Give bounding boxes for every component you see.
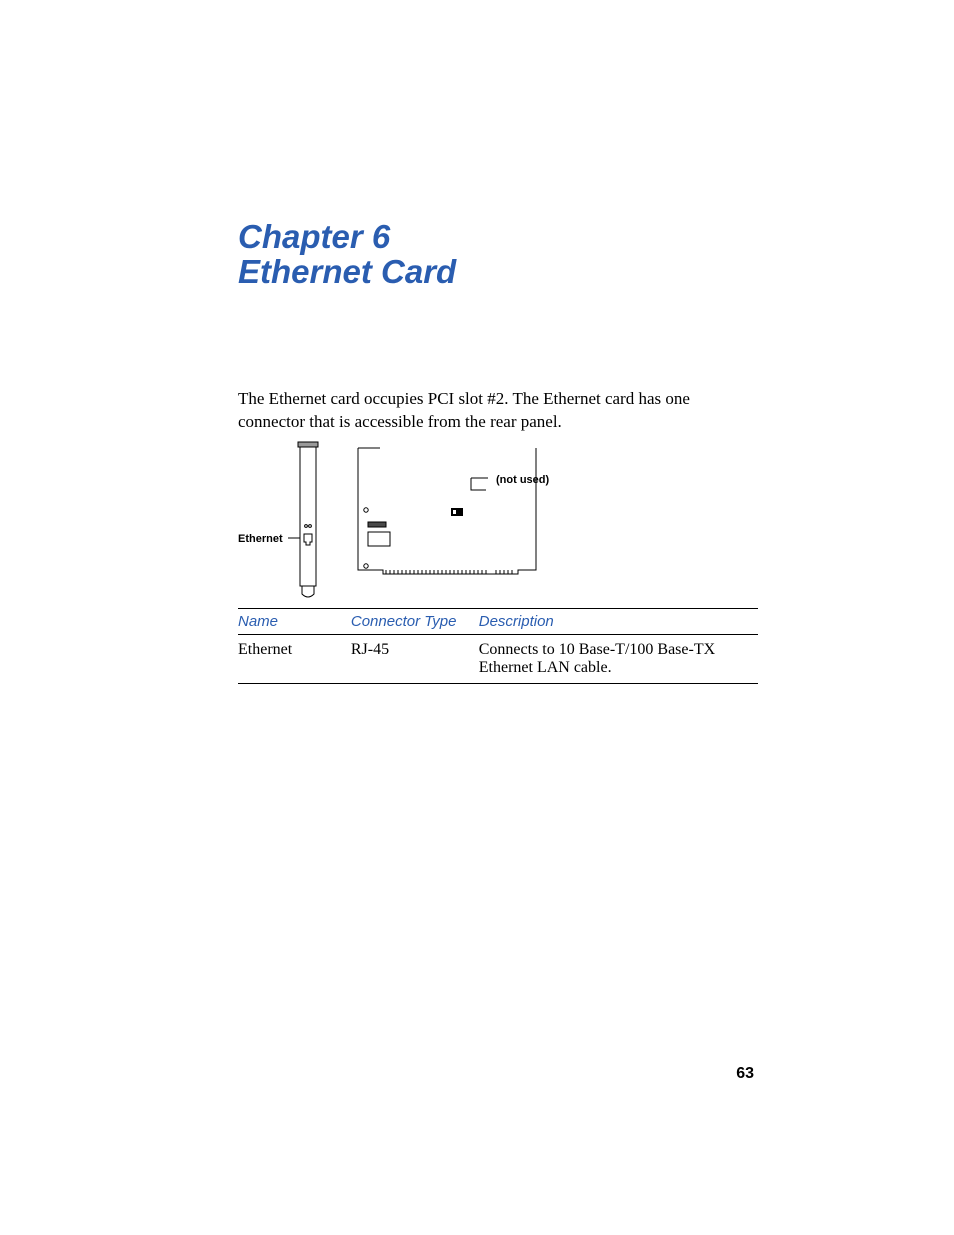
cell-name: Ethernet <box>238 635 351 684</box>
table-row: Ethernet RJ-45 Connects to 10 Base-T/100… <box>238 635 758 684</box>
cell-description: Connects to 10 Base-T/100 Base-TX Ethern… <box>479 635 758 684</box>
document-page: Chapter 6 Ethernet Card The Ethernet car… <box>0 0 954 1235</box>
chapter-title-line: Ethernet Card <box>238 255 456 290</box>
col-header-connector-type: Connector Type <box>351 609 479 635</box>
ethernet-card-figure: Ethernet (not used) <box>238 440 758 600</box>
connector-table: Name Connector Type Description Ethernet… <box>238 608 758 684</box>
chapter-number-line: Chapter 6 <box>238 220 456 255</box>
intro-paragraph: The Ethernet card occupies PCI slot #2. … <box>238 388 758 434</box>
ethernet-port-label: Ethernet <box>238 533 283 545</box>
ethernet-card-diagram-icon <box>238 440 758 600</box>
chapter-heading: Chapter 6 Ethernet Card <box>238 220 456 289</box>
not-used-label: (not used) <box>496 474 549 486</box>
table-header-row: Name Connector Type Description <box>238 609 758 635</box>
cell-connector-type: RJ-45 <box>351 635 479 684</box>
page-number: 63 <box>736 1065 754 1083</box>
col-header-name: Name <box>238 609 351 635</box>
col-header-description: Description <box>479 609 758 635</box>
